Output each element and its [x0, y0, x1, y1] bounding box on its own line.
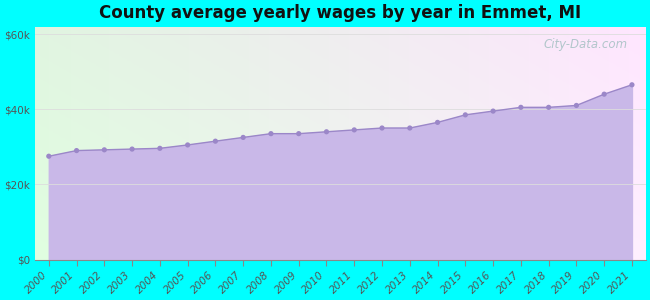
Point [460, 112, 471, 117]
Point [515, 105, 526, 110]
Point [432, 120, 443, 125]
Point [155, 146, 165, 151]
Point [266, 131, 276, 136]
Title: County average yearly wages by year in Emmet, MI: County average yearly wages by year in E… [99, 4, 582, 22]
Point [599, 92, 610, 97]
Point [543, 105, 554, 110]
Point [321, 129, 332, 134]
Point [44, 154, 54, 159]
Point [238, 135, 248, 140]
Point [571, 103, 582, 108]
Point [72, 148, 82, 153]
Text: City-Data.com: City-Data.com [543, 38, 627, 51]
Point [404, 126, 415, 130]
Point [627, 82, 637, 87]
Point [183, 142, 193, 147]
Point [127, 147, 137, 152]
Point [377, 126, 387, 130]
Point [488, 109, 499, 113]
Point [99, 147, 110, 152]
Point [294, 131, 304, 136]
Point [210, 139, 220, 144]
Point [349, 128, 359, 132]
